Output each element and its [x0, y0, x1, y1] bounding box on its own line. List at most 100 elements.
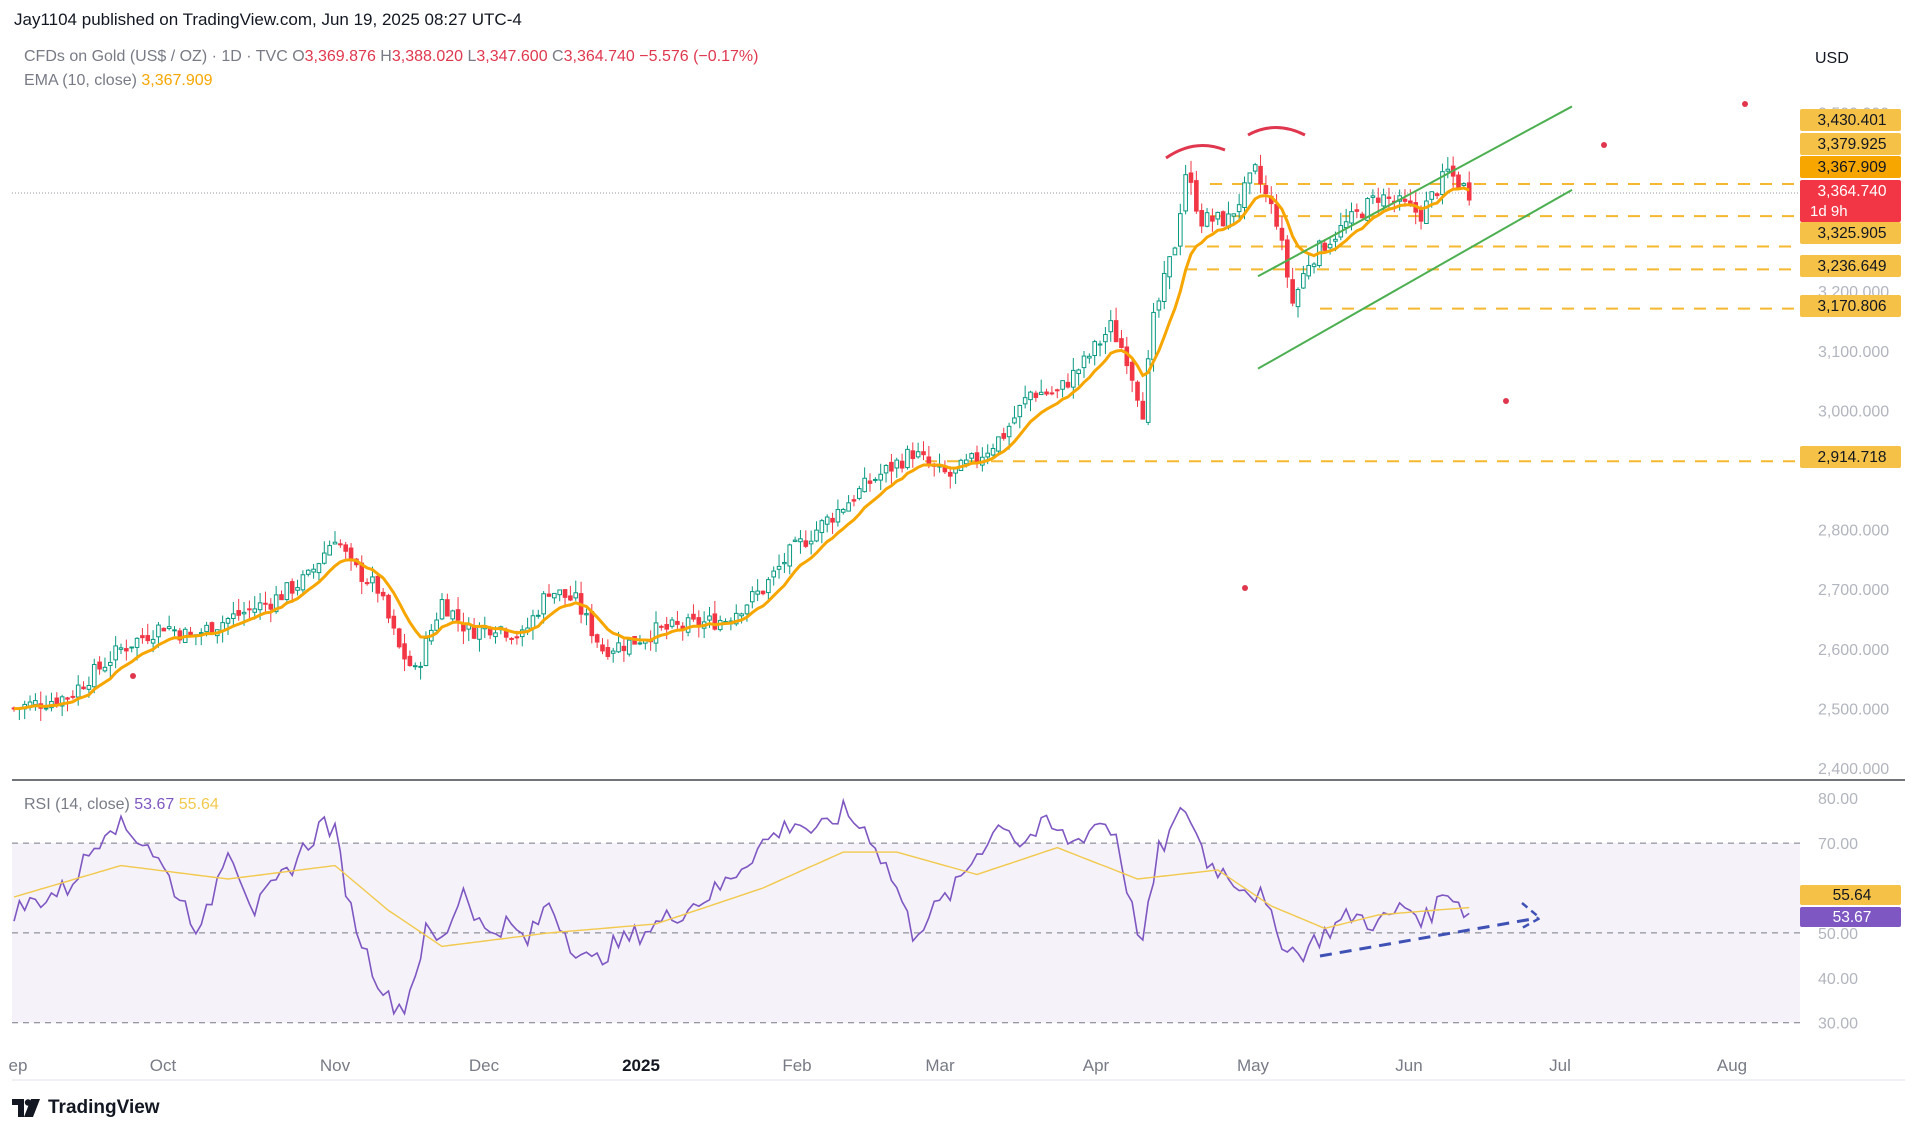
candle-body [610, 650, 616, 654]
candle-body [969, 453, 974, 459]
candle-body [423, 637, 429, 667]
candle-body [43, 707, 49, 710]
candle-body [1119, 338, 1124, 349]
candle-body [921, 451, 926, 456]
rsi-ma-tag-bg [1800, 885, 1901, 905]
price-tick-label: 2,400.000 [1818, 761, 1889, 778]
candle-body [1049, 392, 1055, 395]
event-dot [130, 673, 136, 679]
candle-body [1129, 361, 1135, 381]
rsi-tag-bg [1800, 907, 1901, 927]
candle-body [370, 576, 375, 584]
candle-body [407, 655, 413, 667]
candle-body [332, 541, 338, 545]
rsi-ma-line [13, 846, 1470, 948]
candle-body [434, 619, 439, 631]
candle-body [1054, 389, 1060, 392]
candle-body [867, 480, 873, 484]
candle-body [455, 609, 461, 621]
tradingview-logo[interactable]: TradingView [12, 1097, 160, 1119]
candle-body [851, 499, 857, 502]
time-tick-label: Mar [925, 1056, 955, 1075]
candle-body [1252, 164, 1258, 172]
candle-body [257, 602, 263, 611]
price-tag-bg [1800, 180, 1901, 222]
time-tick-label: Apr [1083, 1056, 1110, 1075]
candle-body [594, 634, 600, 643]
event-dots [130, 101, 1748, 679]
candle-body [584, 613, 589, 616]
rsi-tick-label: 70.00 [1818, 836, 1858, 853]
candle-body [568, 595, 573, 601]
candle-body [1006, 425, 1012, 438]
candle-body [236, 610, 241, 616]
candle-body [996, 436, 1001, 452]
candle-body [263, 602, 268, 605]
candle-body [1247, 172, 1253, 184]
price-tag-label: 3,379.925 [1818, 136, 1887, 153]
price-tag-bg [1800, 133, 1901, 155]
event-dot [1742, 101, 1748, 107]
candle-body [653, 622, 659, 644]
candle-body [1017, 404, 1023, 418]
candle-body [1044, 391, 1049, 395]
candle-body [1402, 198, 1408, 202]
candle-body [247, 608, 252, 611]
candle-body [1172, 247, 1178, 256]
time-tick-label: 2025 [622, 1056, 660, 1075]
candle-body [1456, 174, 1461, 189]
open-label: O [292, 48, 305, 65]
candle-body [1365, 198, 1370, 221]
candle-body [1343, 221, 1349, 229]
candle-body [375, 575, 381, 594]
candle-body [1113, 320, 1119, 343]
top-arc-2 [1247, 126, 1306, 137]
event-dot [1503, 398, 1509, 404]
candle-body [1434, 193, 1440, 197]
candle-body [305, 569, 311, 575]
candle-body [1236, 204, 1242, 213]
price-tag-bg [1800, 446, 1901, 468]
candle-body [1215, 211, 1221, 220]
candle-body [541, 593, 546, 615]
candle-body [295, 587, 300, 591]
price-tag-label: 3,170.806 [1818, 298, 1887, 315]
candle-body [744, 604, 750, 615]
rsi-pane [12, 797, 1800, 1024]
double-top-arcs [1165, 126, 1306, 160]
candle-body [605, 647, 611, 657]
candle-body [1033, 392, 1039, 398]
candle-body [1370, 195, 1376, 198]
candle-body [552, 592, 557, 599]
open-value: 3,369.876 [304, 48, 376, 65]
close-label: C [552, 48, 564, 65]
candle-body [477, 625, 482, 640]
candle-body [1012, 417, 1017, 424]
price-tag-label: 3,430.401 [1818, 112, 1887, 129]
tradingview-logo-icon [12, 1099, 40, 1117]
publisher-line: Jay1104 published on TradingView.com, Ju… [14, 10, 522, 29]
candle-body [1151, 311, 1156, 361]
time-tick-label: Nov [320, 1056, 351, 1075]
candle-body [1001, 433, 1007, 439]
candle-body [787, 544, 793, 567]
currency-label: USD [1815, 50, 1849, 67]
close-value: 3,364.740 [563, 48, 635, 65]
candle-body [862, 477, 867, 493]
candle-body [712, 613, 718, 630]
candle-body [156, 624, 161, 638]
candle-body [1461, 183, 1467, 186]
candle-body [1145, 358, 1151, 423]
candle-body [1065, 381, 1071, 388]
price-tick-label: 2,800.000 [1818, 523, 1889, 540]
candle-body [1295, 289, 1301, 308]
rsi-ma-tag: 55.64 [1833, 887, 1872, 904]
price-tick-label: 2,500.000 [1818, 701, 1889, 718]
candle-body [707, 615, 712, 621]
candle-body [108, 661, 113, 666]
top-arc-1 [1165, 144, 1226, 160]
candle-body [755, 590, 760, 595]
low-value: 3,347.600 [476, 48, 548, 65]
rsi-tag: 53.67 [1833, 909, 1872, 926]
